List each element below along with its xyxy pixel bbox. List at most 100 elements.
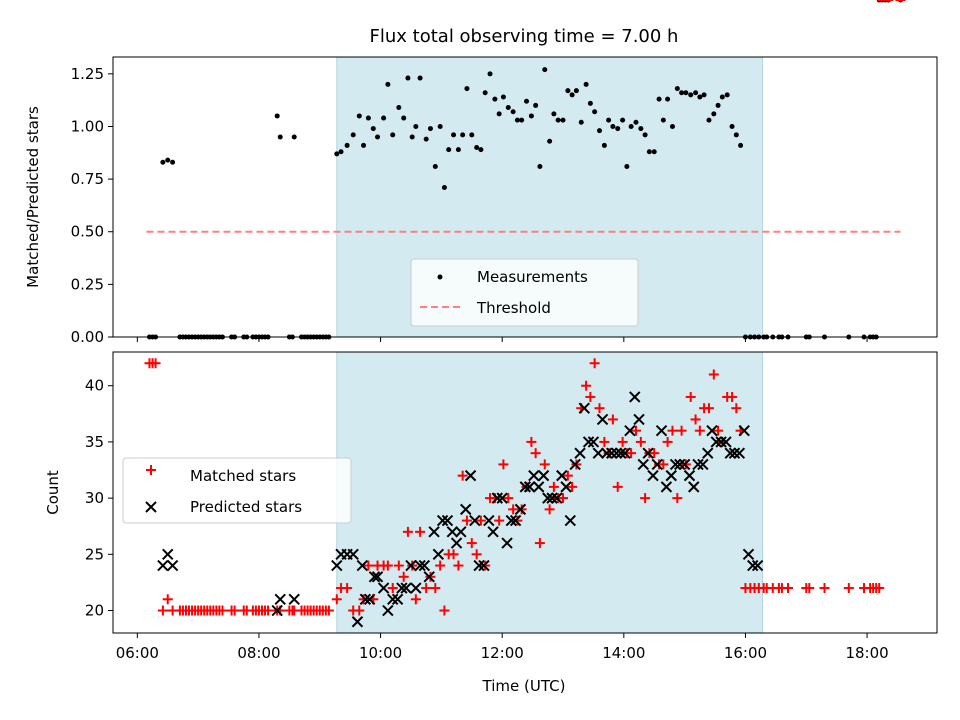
predicted-star-point	[619, 447, 631, 459]
measurement-point	[656, 96, 662, 102]
measurement-point	[344, 142, 350, 148]
matched-star-point	[530, 448, 541, 459]
top-y-axis-label: Matched/Predicted stars	[24, 106, 42, 288]
measurement-point	[277, 134, 283, 140]
measurement-point	[505, 105, 511, 111]
legend-marker-predicted-stars	[145, 501, 157, 513]
measurement-point	[401, 115, 407, 121]
predicted-star-point	[464, 469, 477, 482]
measurement-point	[533, 102, 539, 108]
predicted-star-point	[162, 548, 174, 561]
measurement-point	[423, 136, 429, 142]
matched-star-point	[498, 459, 509, 470]
predicted-star-point	[377, 582, 390, 594]
matched-star-point	[157, 605, 168, 616]
top-y-tick-label: 0.75	[71, 170, 104, 188]
predicted-star-point	[587, 436, 600, 448]
predicted-star-point	[418, 559, 431, 572]
measurement-point	[638, 126, 644, 132]
matched-star-point	[662, 436, 673, 447]
measurement-point	[338, 149, 344, 155]
predicted-star-point	[519, 481, 532, 493]
measurement-point	[528, 113, 534, 119]
measurement-point	[573, 88, 579, 94]
matched-star-point	[544, 504, 555, 515]
matched-star-point	[358, 594, 369, 605]
matched-star-point	[229, 605, 240, 616]
matched-star-point	[393, 560, 404, 571]
predicted-star-point	[382, 604, 394, 617]
matched-star-point	[585, 391, 596, 402]
matched-star-point	[415, 526, 426, 537]
measurement-point	[165, 157, 171, 163]
chart-title: Flux total observing time = 7.00 h	[370, 26, 679, 47]
predicted-star-point	[683, 469, 696, 482]
measurement-point	[370, 126, 376, 132]
measurement-point	[729, 123, 735, 129]
measurement-point	[651, 149, 657, 155]
predicted-star-point	[710, 436, 722, 448]
predicted-star-point	[738, 424, 750, 437]
predicted-star-point	[157, 559, 169, 572]
predicted-star-point	[455, 526, 467, 538]
measurement-point	[693, 90, 699, 96]
predicted-star-point	[523, 481, 536, 493]
measurement-point	[375, 134, 381, 140]
matched-star-point	[589, 358, 600, 369]
predicted-star-point	[441, 514, 454, 527]
measurement-point	[660, 117, 666, 123]
predicted-star-point	[501, 537, 513, 549]
matched-star-point	[494, 515, 505, 526]
measurement-point	[578, 119, 584, 125]
top-legend-box	[410, 258, 639, 327]
top-legend: Measurements Threshold	[410, 258, 639, 327]
predicted-star-point	[473, 559, 485, 572]
predicted-star-point	[624, 424, 636, 437]
predicted-star-point	[651, 458, 663, 471]
predicted-star-point	[469, 514, 481, 527]
matched-star-point	[162, 594, 173, 605]
measurement-point	[396, 105, 402, 111]
top-y-axis-ticks: 0.00 0.25 0.50 0.75 1.00 1.25	[71, 65, 113, 346]
top-y-tick-label: 1.00	[71, 117, 104, 135]
measurement-point	[417, 75, 423, 81]
matched-star-point	[703, 403, 714, 414]
matched-star-point	[217, 605, 228, 616]
matched-star-point	[331, 594, 342, 605]
measurement-point	[510, 109, 516, 115]
measurement-point	[628, 123, 634, 129]
measurement-point	[455, 147, 461, 153]
predicted-star-point	[487, 526, 499, 538]
matched-star-point	[508, 504, 519, 515]
predicted-star-point	[574, 447, 586, 459]
predicted-star-point	[551, 492, 563, 504]
predicted-star-point	[446, 526, 459, 538]
measurement-point	[500, 94, 506, 100]
matched-star-point	[630, 425, 641, 436]
predicted-star-point	[556, 469, 568, 482]
bottom-x-axis-ticks: 06:00 08:00 10:00 12:00 14:00 16:00 18:00	[116, 633, 889, 662]
predicted-star-point	[400, 582, 412, 594]
predicted-star-point	[423, 571, 435, 583]
matched-star-point	[457, 470, 468, 481]
bottom-y-tick-label: 40	[85, 377, 104, 395]
top-y-tick-label: 0.50	[71, 223, 104, 241]
measurement-point	[390, 132, 396, 138]
measurement-point	[274, 113, 280, 119]
predicted-star-point	[692, 458, 704, 471]
predicted-star-point	[728, 447, 741, 459]
matched-star-point	[562, 470, 573, 481]
matched-star-point	[410, 594, 421, 605]
predicted-star-point	[564, 514, 577, 527]
legend-label-predicted-stars: Predicted stars	[190, 498, 302, 516]
matched-star-point	[874, 583, 885, 594]
matched-star-point	[658, 459, 669, 470]
measurement-point	[551, 111, 557, 117]
measurement-point	[537, 163, 543, 169]
predicted-star-point	[560, 481, 572, 493]
matched-star-point	[635, 436, 646, 447]
measurement-point	[446, 147, 452, 153]
predicted-star-point	[483, 514, 495, 527]
matched-star-point	[640, 493, 651, 504]
measurement-point	[583, 81, 589, 87]
